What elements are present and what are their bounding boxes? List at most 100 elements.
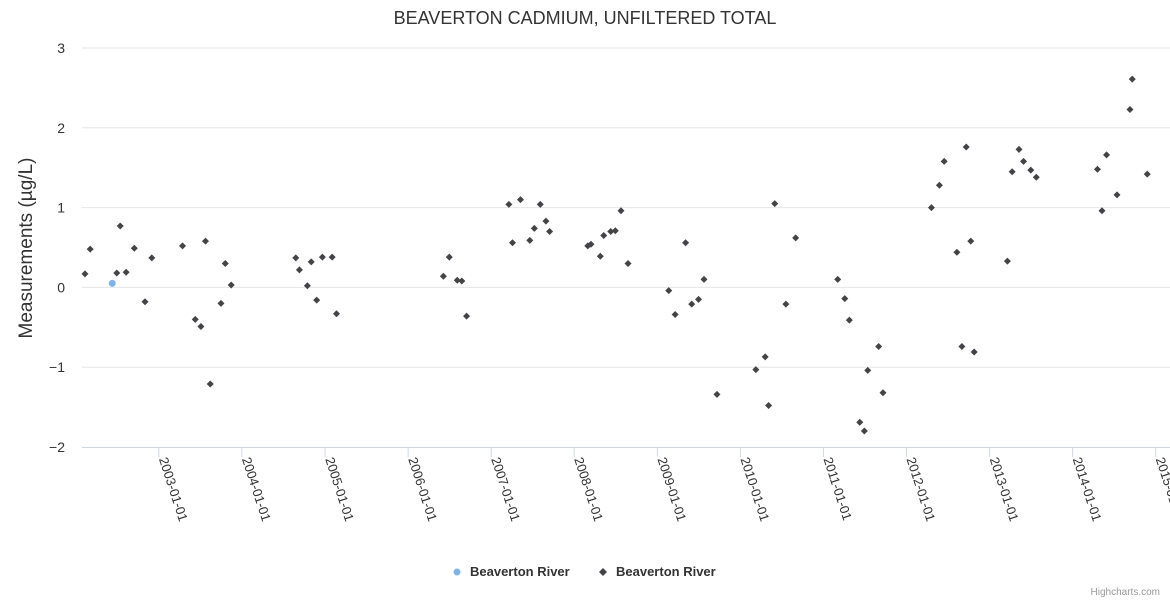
legend-item-1[interactable]: Beaverton River	[453, 564, 570, 579]
data-point-diamond[interactable]	[509, 239, 517, 247]
data-point-diamond[interactable]	[962, 143, 970, 151]
data-point-diamond[interactable]	[546, 228, 554, 236]
data-point-diamond[interactable]	[81, 270, 89, 278]
data-point-diamond[interactable]	[542, 217, 550, 225]
data-point-diamond[interactable]	[505, 200, 513, 208]
data-point-diamond[interactable]	[688, 300, 696, 308]
data-point-diamond[interactable]	[958, 342, 966, 350]
data-point-diamond[interactable]	[122, 268, 130, 276]
y-tick-label: 0	[57, 279, 65, 295]
data-point-diamond[interactable]	[328, 253, 336, 261]
data-point-diamond[interactable]	[864, 366, 872, 374]
data-point-diamond[interactable]	[671, 311, 679, 319]
data-point-diamond[interactable]	[875, 342, 883, 350]
data-point-diamond[interactable]	[463, 312, 471, 320]
data-point-diamond[interactable]	[1103, 151, 1111, 159]
legend-diamond-marker	[599, 568, 607, 576]
data-point-diamond[interactable]	[1126, 105, 1134, 113]
data-point-diamond[interactable]	[1128, 75, 1136, 83]
data-point-diamond[interactable]	[130, 244, 138, 252]
data-point-diamond[interactable]	[179, 242, 187, 250]
x-tick-label: 2003-01-01	[156, 455, 191, 523]
data-point-diamond[interactable]	[607, 228, 615, 236]
data-point-diamond[interactable]	[1098, 207, 1106, 215]
data-point-diamond[interactable]	[303, 282, 311, 290]
data-point-diamond[interactable]	[782, 300, 790, 308]
chart-title: BEAVERTON CADMIUM, UNFILTERED TOTAL	[394, 8, 777, 28]
data-point-diamond[interactable]	[856, 418, 864, 426]
data-point-diamond[interactable]	[792, 234, 800, 242]
data-point-diamond[interactable]	[1113, 191, 1121, 199]
x-tick-label: 2004-01-01	[239, 455, 274, 523]
data-point-diamond[interactable]	[197, 323, 205, 331]
data-point-diamond[interactable]	[860, 427, 868, 435]
y-tick-label: 1	[57, 200, 65, 216]
data-point-diamond[interactable]	[771, 200, 779, 208]
data-point-diamond[interactable]	[116, 222, 124, 230]
data-point-diamond[interactable]	[1027, 166, 1035, 174]
data-point-diamond[interactable]	[834, 275, 842, 283]
data-point-diamond[interactable]	[217, 299, 225, 307]
credits-link[interactable]: Highcharts.com	[1091, 587, 1160, 598]
data-point-diamond[interactable]	[1015, 145, 1023, 153]
data-point-diamond[interactable]	[940, 157, 948, 165]
data-point-diamond[interactable]	[596, 252, 604, 260]
data-point-diamond[interactable]	[700, 275, 708, 283]
data-point-diamond[interactable]	[713, 390, 721, 398]
data-point-diamond[interactable]	[295, 266, 303, 274]
data-point-diamond[interactable]	[752, 366, 760, 374]
data-point-diamond[interactable]	[191, 315, 199, 323]
data-point-diamond[interactable]	[1020, 157, 1028, 165]
data-point-circle[interactable]	[108, 279, 116, 287]
data-point-diamond[interactable]	[845, 316, 853, 324]
data-point-diamond[interactable]	[1032, 173, 1040, 181]
legend-item-2[interactable]: Beaverton River	[599, 564, 716, 579]
legend-circle-marker	[453, 568, 461, 576]
data-point-diamond[interactable]	[516, 196, 524, 204]
y-axis: 3 2 1 0 −1 −2	[49, 40, 65, 455]
data-point-diamond[interactable]	[318, 253, 326, 261]
data-point-diamond[interactable]	[113, 269, 121, 277]
data-point-diamond[interactable]	[587, 240, 595, 248]
data-point-diamond[interactable]	[624, 259, 632, 267]
data-point-diamond[interactable]	[953, 248, 961, 256]
x-axis: 2003-01-01 2004-01-01 2005-01-01 2006-01-01…	[82, 447, 1170, 523]
x-tick-label: 2005-01-01	[322, 455, 357, 523]
data-point-diamond[interactable]	[600, 232, 608, 240]
data-point-diamond[interactable]	[227, 281, 235, 289]
data-point-diamond[interactable]	[970, 348, 978, 356]
data-point-diamond[interactable]	[1003, 257, 1011, 265]
data-point-diamond[interactable]	[1093, 165, 1101, 173]
data-point-diamond[interactable]	[967, 237, 975, 245]
data-point-diamond[interactable]	[617, 207, 625, 215]
data-point-diamond[interactable]	[445, 253, 453, 261]
data-point-diamond[interactable]	[665, 287, 673, 295]
data-point-diamond[interactable]	[439, 272, 447, 280]
data-point-diamond[interactable]	[935, 181, 943, 189]
data-point-diamond[interactable]	[761, 353, 769, 361]
data-point-diamond[interactable]	[765, 402, 773, 410]
data-point-diamond[interactable]	[221, 259, 229, 267]
data-point-diamond[interactable]	[682, 239, 690, 247]
data-point-diamond[interactable]	[148, 254, 156, 262]
data-point-diamond[interactable]	[453, 276, 461, 284]
data-point-diamond[interactable]	[201, 237, 209, 245]
data-point-diamond[interactable]	[927, 204, 935, 212]
data-point-diamond[interactable]	[1143, 170, 1151, 178]
data-point-diamond[interactable]	[611, 227, 619, 235]
data-point-diamond[interactable]	[530, 224, 538, 232]
data-point-diamond[interactable]	[695, 295, 703, 303]
data-point-diamond[interactable]	[313, 296, 321, 304]
data-point-diamond[interactable]	[206, 380, 214, 388]
data-point-diamond[interactable]	[307, 258, 315, 266]
data-point-diamond[interactable]	[879, 389, 887, 397]
data-point-diamond[interactable]	[1008, 168, 1016, 176]
data-point-diamond[interactable]	[841, 295, 849, 303]
data-point-diamond[interactable]	[536, 200, 544, 208]
data-point-diamond[interactable]	[292, 254, 300, 262]
data-point-diamond[interactable]	[526, 236, 534, 244]
data-point-diamond[interactable]	[458, 277, 466, 285]
data-point-diamond[interactable]	[86, 245, 94, 253]
data-point-diamond[interactable]	[332, 310, 340, 318]
data-point-diamond[interactable]	[141, 298, 149, 306]
